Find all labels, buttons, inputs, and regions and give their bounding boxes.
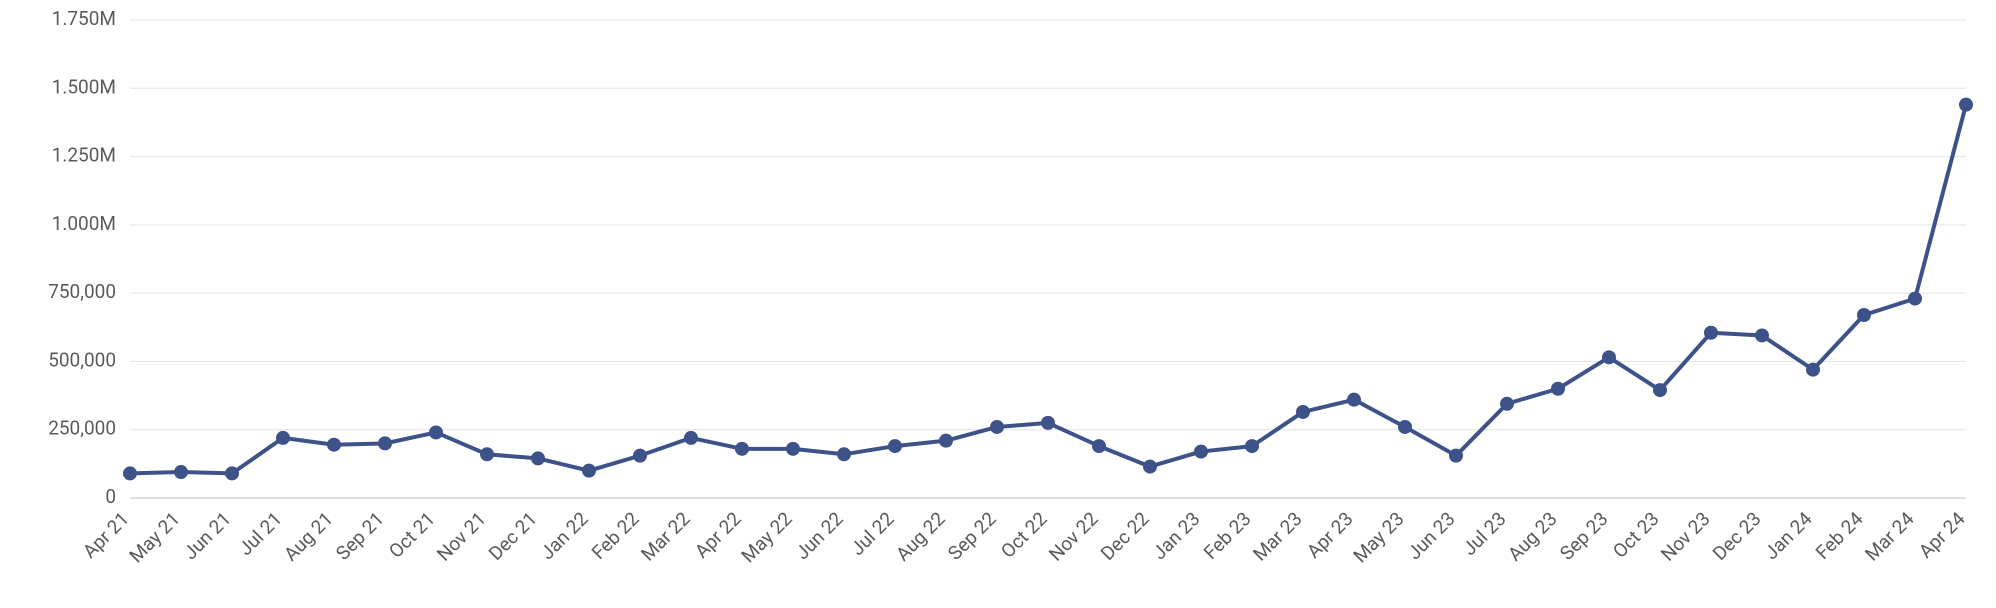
- y-tick-label: 500,000: [48, 348, 116, 371]
- data-point: [1653, 383, 1667, 397]
- data-point: [1347, 393, 1361, 407]
- y-tick-label: 250,000: [48, 417, 116, 440]
- data-point: [1704, 326, 1718, 340]
- data-point: [1398, 420, 1412, 434]
- y-tick-label: 1.500M: [52, 75, 116, 98]
- y-tick-label: 1.750M: [52, 7, 116, 30]
- data-point: [1551, 382, 1565, 396]
- data-point: [531, 451, 545, 465]
- data-point: [1449, 449, 1463, 463]
- data-point: [429, 425, 443, 439]
- data-point: [1143, 460, 1157, 474]
- data-point: [123, 466, 137, 480]
- data-point: [1959, 98, 1973, 112]
- data-point: [276, 431, 290, 445]
- data-point: [1806, 363, 1820, 377]
- data-point: [1245, 439, 1259, 453]
- y-tick-label: 750,000: [48, 280, 116, 303]
- data-point: [1857, 308, 1871, 322]
- data-point: [837, 447, 851, 461]
- data-point: [1908, 292, 1922, 306]
- data-point: [939, 434, 953, 448]
- chart-svg: 0 250,000 500,000 750,000 1.000M 1.250M 1.500M…: [0, 0, 1996, 608]
- line-chart: 0 250,000 500,000 750,000 1.000M 1.250M 1.500M…: [0, 0, 1996, 608]
- data-point: [1500, 397, 1514, 411]
- y-tick-label: 1.000M: [52, 212, 116, 235]
- data-point: [225, 466, 239, 480]
- data-point: [1092, 439, 1106, 453]
- data-point: [1602, 350, 1616, 364]
- data-point: [990, 420, 1004, 434]
- y-tick-label: 1.250M: [52, 144, 116, 167]
- data-point: [174, 465, 188, 479]
- data-point: [480, 447, 494, 461]
- data-point: [888, 439, 902, 453]
- data-point: [735, 442, 749, 456]
- data-point: [1194, 445, 1208, 459]
- data-point: [1041, 416, 1055, 430]
- data-point: [1755, 328, 1769, 342]
- data-point: [684, 431, 698, 445]
- data-point: [633, 449, 647, 463]
- data-point: [582, 464, 596, 478]
- data-point: [327, 438, 341, 452]
- data-point: [1296, 405, 1310, 419]
- data-point: [378, 436, 392, 450]
- y-tick-label: 0: [105, 485, 116, 508]
- data-point: [786, 442, 800, 456]
